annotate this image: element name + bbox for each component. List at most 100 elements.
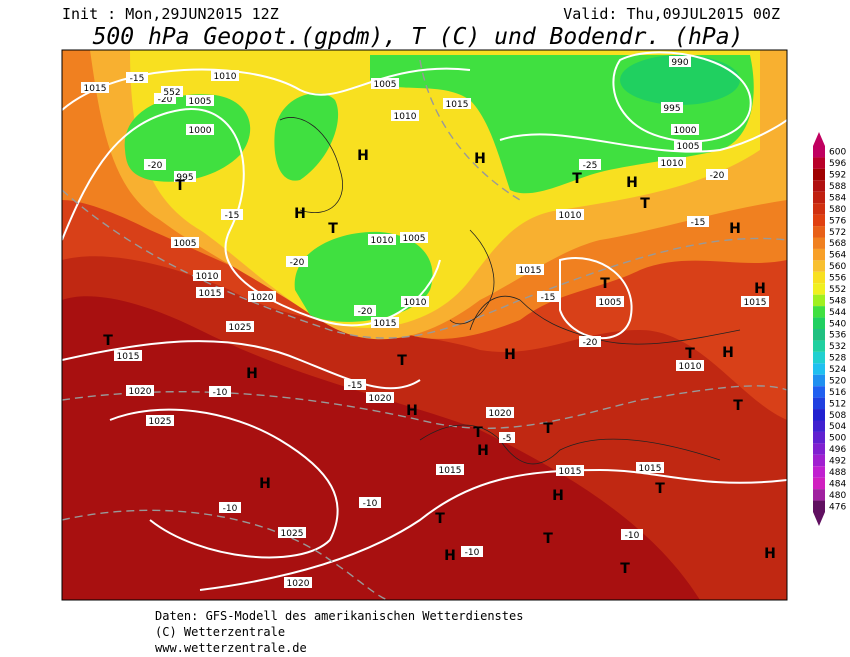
contour-label: 1005 [374,80,397,90]
contour-label-box [371,78,399,89]
colorbar-swatch [813,146,825,158]
contour-label-box [171,237,199,248]
contour-label: -20 [710,171,725,181]
colorbar-label: 568 [829,239,846,249]
contour-label-box [248,291,276,302]
contour-label-box [146,415,174,426]
map: 1015101010051000-15-20552-20995-15100510… [61,49,788,601]
colorbar-label: 512 [829,399,846,409]
contour-label: 990 [671,58,688,68]
pressure-center: T [543,531,553,547]
colorbar-label: 500 [829,434,846,444]
contour-label: -15 [541,293,556,303]
contour-label-box [669,56,691,67]
contour-label: 1010 [679,362,702,372]
colorbar-label: 488 [829,468,846,478]
contour-label-box [400,232,428,243]
contour-label-box [154,93,176,104]
pressure-center: T [543,421,553,437]
contour-label-box [706,169,728,180]
contour-label-box [354,305,376,316]
contour-label-box [676,360,704,371]
contour-label-box [674,140,702,151]
contour-label: 1005 [174,239,197,249]
colorbar-label: 572 [829,228,846,238]
contour-label: 1010 [214,72,237,82]
contour-label-box [126,385,154,396]
contour-label-box [221,209,243,220]
contour-label-box [226,321,254,332]
colorbar-label: 476 [829,502,846,512]
colorbar-swatch [813,168,825,181]
contour-label: -10 [363,499,378,509]
contour-label-box [174,171,196,182]
contour-label-box [359,497,381,508]
contour-label-box [661,102,683,113]
contour-label: 995 [663,104,680,114]
colorbar-label: 540 [829,319,846,329]
contour-label: 1005 [403,234,426,244]
colorbar-swatch [813,317,825,329]
colorbar-label: 536 [829,331,846,341]
pressure-center: T [620,561,630,577]
contour-label: -15 [348,381,363,391]
contour-label: -10 [213,388,228,398]
contour-label-box [687,216,709,227]
contour-label: 1005 [599,298,622,308]
colorbar: 6005965925885845805765725685645605565525… [813,132,846,526]
contour-label-box [461,546,483,557]
footer-line: (C) Wetterzentrale [155,625,285,639]
pressure-center: T [655,481,665,497]
contour-label: 1020 [129,387,152,397]
colorbar-label: 600 [829,148,846,158]
contour-label-box [671,124,699,135]
colorbar-swatch [813,374,825,387]
colorbar-label: 532 [829,342,846,352]
colorbar-swatch [813,431,825,444]
contour-label: 1005 [189,97,212,107]
pressure-center: H [552,488,564,504]
pressure-center: H [474,151,486,167]
contour-label-box [579,336,601,347]
contour-label: 1015 [117,352,140,362]
colorbar-label: 560 [829,262,846,272]
contour-label: 1025 [229,323,252,333]
colorbar-swatch [813,226,825,238]
contour-label: 1000 [674,126,697,136]
colorbar-swatch [813,283,825,295]
pressure-center: T [435,511,445,527]
contour-label-box [161,86,183,97]
contour-label: 1010 [661,159,684,169]
colorbar-swatch [813,214,825,227]
contour-label-box [741,296,769,307]
pressure-center: H [504,347,516,363]
pressure-center: T [175,178,185,194]
contour-label-box [114,350,142,361]
contour-label-box [443,98,471,109]
contour-label-box [486,407,514,418]
contour-label: 1010 [371,236,394,246]
contour-label-box [499,432,515,443]
contour-label: 1020 [489,409,512,419]
colorbar-cap [813,512,825,526]
colorbar-label: 508 [829,411,846,421]
contour-label-box [209,386,231,397]
contour-label: -15 [130,74,145,84]
pressure-center: H [406,403,418,419]
contour-label: 1005 [677,142,700,152]
colorbar-label: 548 [829,296,846,306]
pressure-center: T [328,221,338,237]
colorbar-label: 544 [829,308,846,318]
contour-label: -15 [225,211,240,221]
pressure-center: T [473,425,483,441]
pressure-center: T [733,398,743,414]
pressure-center: H [729,221,741,237]
contour-label-box [126,72,148,83]
contour-label: 1015 [519,266,542,276]
colorbar-swatch [813,363,825,375]
contour-label-box [636,462,664,473]
contour-label-box [286,256,308,267]
contour-label: 1015 [559,467,582,477]
colorbar-swatch [813,203,825,215]
pressure-center: H [754,281,766,297]
